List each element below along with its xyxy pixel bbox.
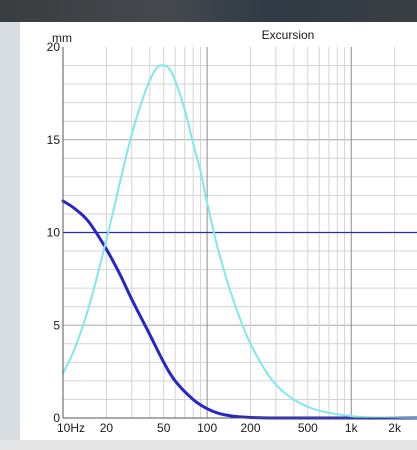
x-tick-label: 100: [197, 421, 217, 435]
x-tick-label: 500: [298, 421, 318, 435]
y-tick-label: 10: [47, 226, 61, 240]
x-tick-label: 50: [157, 421, 171, 435]
window-top-bar: [0, 0, 417, 22]
y-tick-label: 15: [47, 133, 61, 147]
chart-title: Excursion: [262, 28, 315, 42]
x-tick-label: 2k: [388, 421, 402, 435]
series-line-2: [62, 64, 417, 419]
left-panel-strip: [0, 22, 20, 440]
bottom-strip: [0, 440, 417, 450]
series-group: [61, 64, 417, 420]
x-tick-label: 200: [240, 421, 260, 435]
y-tick-label: 0: [53, 411, 60, 425]
y-tick-label: 5: [53, 318, 60, 332]
x-tick-label: 1k: [345, 421, 359, 435]
x-tick-label: 20: [100, 421, 114, 435]
excursion-chart-panel: 0 5 10 15 20 10Hz 20 50 100 200 500 1k 2k Excursion …: [20, 22, 417, 440]
series-line-1: [61, 199, 417, 420]
x-tick-label: 10Hz: [57, 421, 85, 435]
axis-group: 0 5 10 15 20 10Hz 20 50 100 200 500 1k 2k: [47, 40, 417, 435]
y-tick-label: 20: [47, 40, 61, 54]
y-axis-unit-label: mm: [52, 31, 72, 45]
